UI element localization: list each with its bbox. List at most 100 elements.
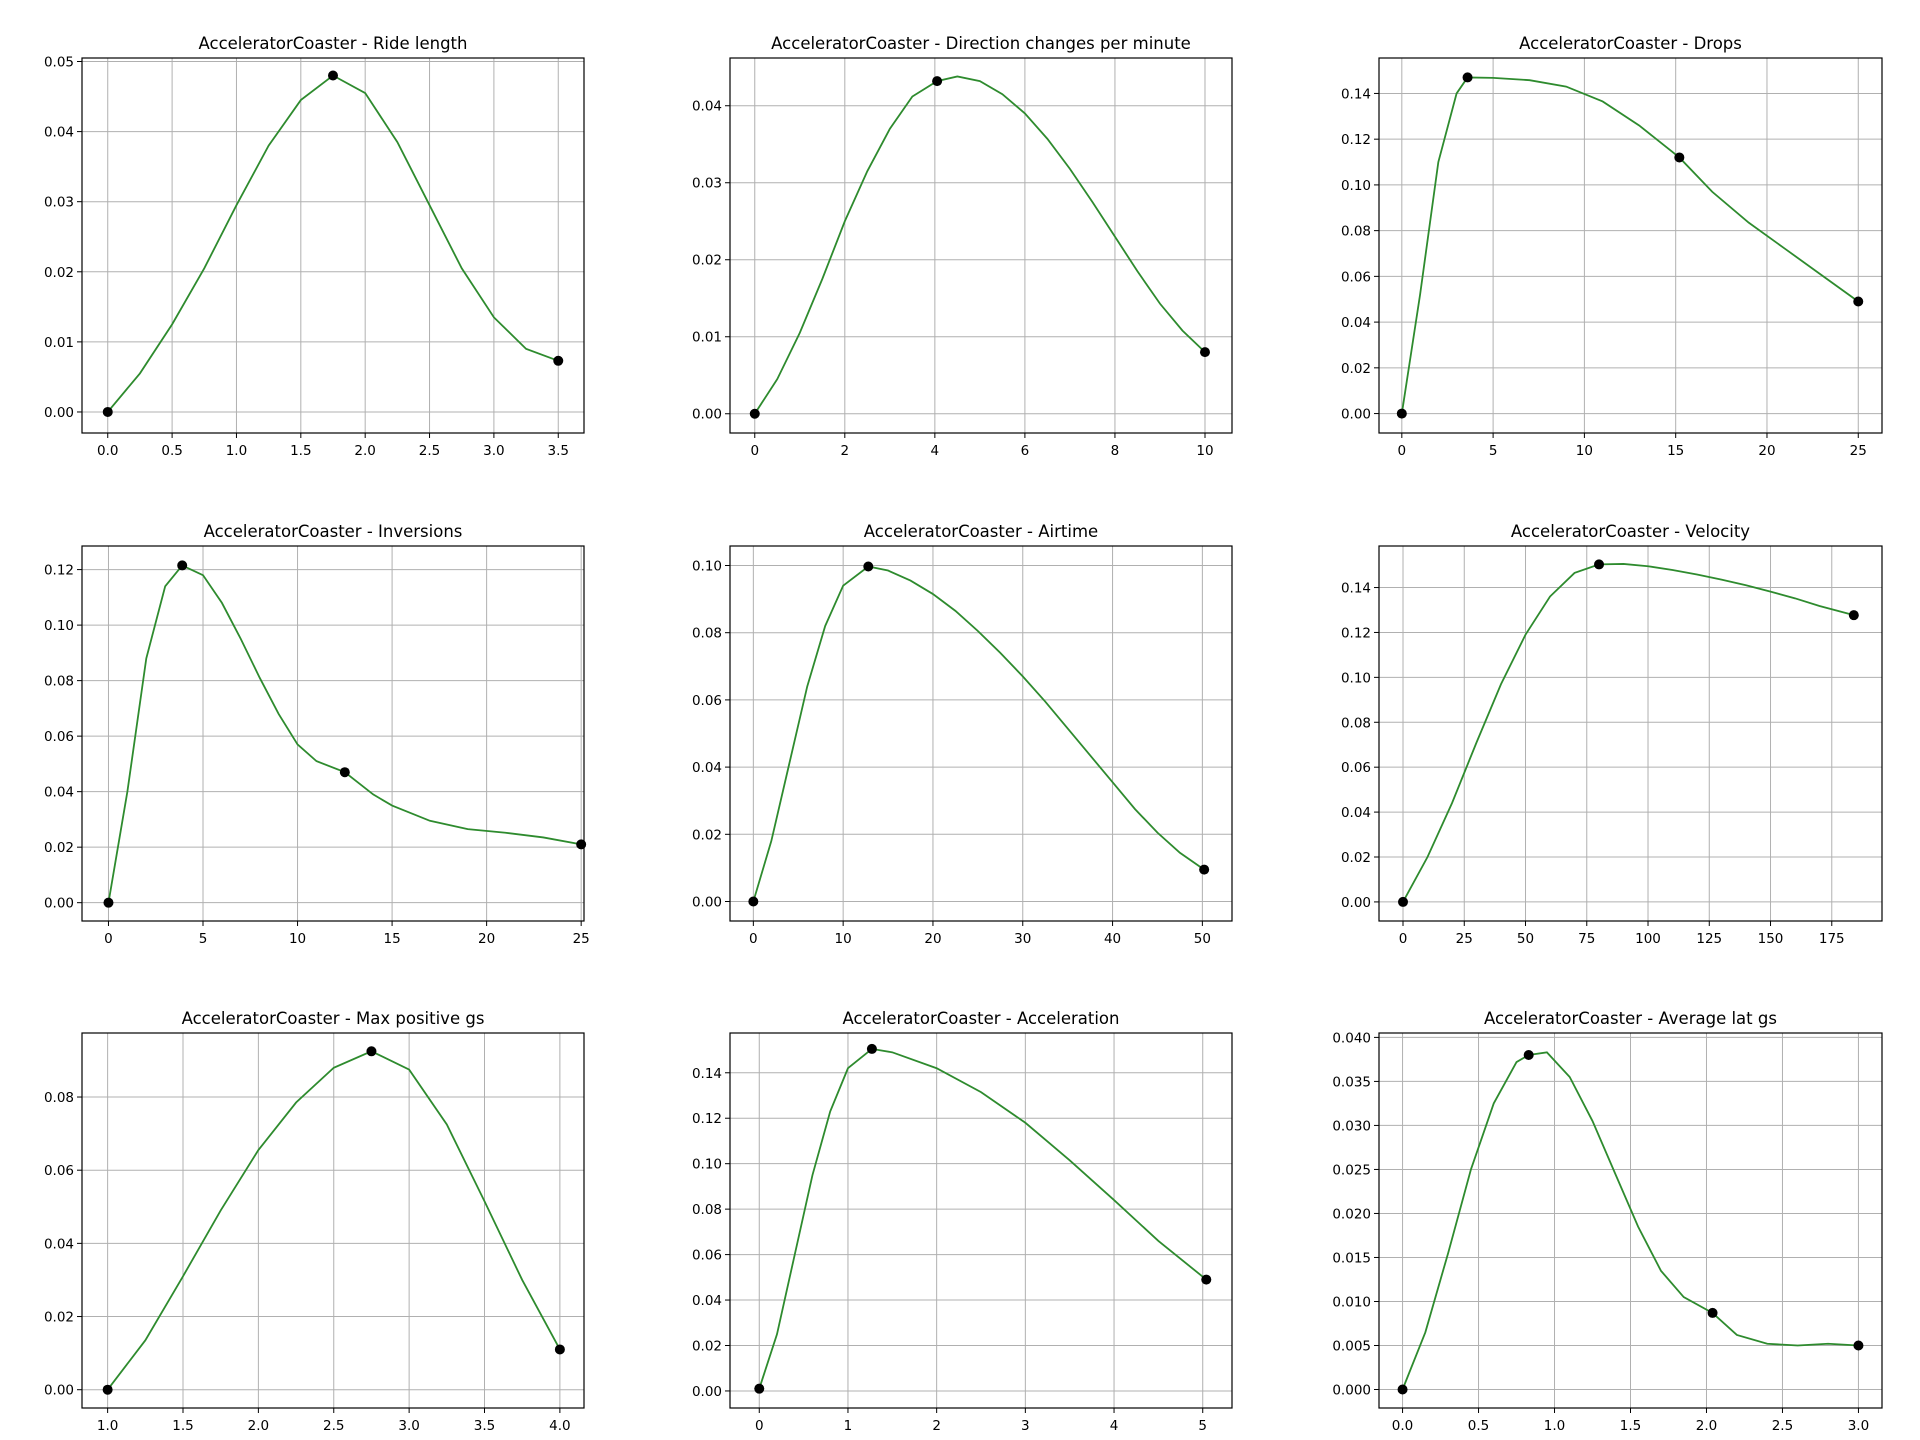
data-point bbox=[1199, 864, 1210, 875]
kde-curve bbox=[1401, 1051, 1859, 1390]
kde-curve bbox=[107, 564, 582, 903]
y-tick-label: 0.14 bbox=[1341, 86, 1371, 102]
data-point bbox=[576, 839, 587, 850]
x-tick-label: 8 bbox=[1111, 443, 1120, 459]
y-tick-label: 0.06 bbox=[692, 693, 722, 709]
y-tick-label: 0.040 bbox=[1332, 1030, 1371, 1046]
axes-frame bbox=[81, 545, 585, 922]
axes-frame bbox=[729, 57, 1233, 434]
subplot-5: 0 25 50 75 100 125 150 175 0.00 0.02 0.04 0.06 0.08 0… bbox=[1341, 522, 1883, 947]
y-tick-label: 0.05 bbox=[44, 55, 74, 71]
y-tick-label: 0.005 bbox=[1332, 1339, 1371, 1355]
x-tick-label: 15 bbox=[383, 931, 400, 947]
subplot-title: AcceleratorCoaster - Direction changes p… bbox=[771, 34, 1191, 53]
subplot-title: AcceleratorCoaster - Max positive gs bbox=[182, 1009, 485, 1028]
data-point bbox=[1398, 896, 1409, 907]
x-tick-label: 5 bbox=[199, 931, 208, 947]
y-tick-label: 0.04 bbox=[692, 99, 722, 115]
x-tick-label: 0 bbox=[1398, 443, 1407, 459]
y-tick-label: 0.08 bbox=[44, 674, 74, 690]
data-point bbox=[1594, 559, 1605, 570]
x-tick-label: 10 bbox=[1576, 443, 1593, 459]
x-tick-label: 0.5 bbox=[161, 443, 182, 459]
y-tick-label: 0.14 bbox=[1341, 581, 1371, 597]
x-tick-label: 5 bbox=[1489, 443, 1498, 459]
y-tick-label: 0.04 bbox=[692, 760, 722, 776]
x-tick-label: 3.0 bbox=[1848, 1418, 1869, 1434]
y-tick-label: 0.03 bbox=[44, 195, 74, 211]
x-tick-label: 6 bbox=[1021, 443, 1030, 459]
y-tick-label: 0.00 bbox=[692, 895, 722, 911]
data-point bbox=[1853, 1340, 1864, 1351]
y-tick-label: 0.035 bbox=[1332, 1074, 1371, 1090]
y-tick-label: 0.025 bbox=[1332, 1162, 1371, 1178]
kde-curve bbox=[752, 565, 1205, 902]
y-tick-label: 0.10 bbox=[44, 618, 74, 634]
x-tick-label: 0.5 bbox=[1468, 1418, 1489, 1434]
subplot-title: AcceleratorCoaster - Average lat gs bbox=[1484, 1009, 1777, 1028]
y-tick-label: 0.02 bbox=[1341, 361, 1371, 377]
x-tick-label: 175 bbox=[1819, 931, 1845, 947]
x-tick-label: 3.0 bbox=[483, 443, 504, 459]
x-tick-label: 2.5 bbox=[1772, 1418, 1793, 1434]
data-point bbox=[554, 1344, 565, 1355]
subplot-2: 0 5 10 15 20 25 0.00 0.02 0.04 0.06 0.08 0.10 0.12 0.… bbox=[1341, 34, 1883, 459]
data-point bbox=[1674, 152, 1685, 163]
axes-frame bbox=[729, 1032, 1233, 1409]
y-tick-label: 0.02 bbox=[44, 1310, 74, 1326]
x-tick-label: 20 bbox=[1758, 443, 1775, 459]
x-tick-label: 2.0 bbox=[1696, 1418, 1717, 1434]
data-point bbox=[748, 896, 759, 907]
y-tick-label: 0.08 bbox=[1341, 224, 1371, 240]
y-tick-label: 0.030 bbox=[1332, 1118, 1371, 1134]
kde-curve bbox=[1400, 76, 1859, 414]
axes-frame bbox=[81, 1032, 585, 1409]
x-tick-label: 50 bbox=[1194, 931, 1211, 947]
data-point bbox=[328, 70, 338, 81]
x-tick-label: 15 bbox=[1667, 443, 1684, 459]
x-tick-label: 3.0 bbox=[398, 1418, 419, 1434]
x-tick-label: 3 bbox=[1021, 1418, 1030, 1434]
subplot-title: AcceleratorCoaster - Airtime bbox=[864, 522, 1098, 541]
y-tick-label: 0.02 bbox=[44, 265, 74, 281]
y-tick-label: 0.06 bbox=[1341, 760, 1371, 776]
kde-curve bbox=[106, 1050, 561, 1391]
x-tick-label: 20 bbox=[924, 931, 941, 947]
y-tick-label: 0.010 bbox=[1332, 1294, 1371, 1310]
x-tick-label: 20 bbox=[478, 931, 495, 947]
x-tick-label: 4 bbox=[931, 443, 940, 459]
y-tick-label: 0.02 bbox=[692, 253, 722, 269]
data-point bbox=[863, 561, 874, 572]
x-tick-label: 75 bbox=[1578, 931, 1595, 947]
data-point bbox=[749, 408, 760, 419]
subplot-3: 0 5 10 15 20 25 0.00 0.02 0.04 0.06 0.08 0.10 0.12 Ac… bbox=[44, 522, 590, 947]
y-tick-label: 0.00 bbox=[44, 405, 74, 421]
data-point bbox=[339, 767, 350, 778]
y-tick-label: 0.08 bbox=[692, 626, 722, 642]
x-tick-label: 25 bbox=[1850, 443, 1867, 459]
x-tick-label: 1.0 bbox=[97, 1418, 118, 1434]
y-tick-label: 0.10 bbox=[1341, 178, 1371, 194]
x-tick-label: 4.0 bbox=[549, 1418, 570, 1434]
y-tick-label: 0.06 bbox=[44, 729, 74, 745]
x-tick-label: 25 bbox=[573, 931, 590, 947]
data-point bbox=[754, 1383, 765, 1394]
data-point bbox=[932, 76, 943, 87]
x-tick-label: 1.5 bbox=[290, 443, 311, 459]
x-tick-label: 10 bbox=[289, 931, 306, 947]
y-tick-label: 0.00 bbox=[692, 407, 722, 423]
x-tick-label: 1.0 bbox=[226, 443, 247, 459]
x-tick-label: 0.0 bbox=[97, 443, 118, 459]
x-tick-label: 30 bbox=[1014, 931, 1031, 947]
y-tick-label: 0.00 bbox=[44, 896, 74, 912]
x-tick-label: 1.5 bbox=[1620, 1418, 1641, 1434]
data-point bbox=[102, 406, 113, 417]
y-tick-label: 0.10 bbox=[1341, 670, 1371, 686]
y-tick-label: 0.14 bbox=[692, 1066, 722, 1082]
y-tick-label: 0.00 bbox=[1341, 407, 1371, 423]
y-tick-label: 0.04 bbox=[44, 785, 74, 801]
y-tick-label: 0.06 bbox=[692, 1248, 722, 1264]
y-tick-label: 0.01 bbox=[44, 335, 74, 351]
x-tick-label: 0 bbox=[104, 931, 113, 947]
kde-curve bbox=[754, 75, 1206, 415]
